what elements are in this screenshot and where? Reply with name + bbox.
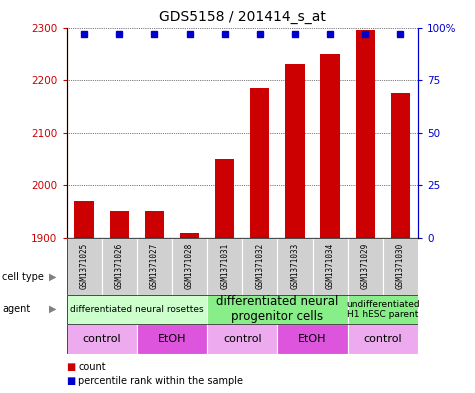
Bar (242, 238, 277, 295)
Bar (207, 238, 242, 295)
Text: percentile rank within the sample: percentile rank within the sample (78, 376, 243, 386)
Text: undifferentiated
H1 hESC parent: undifferentiated H1 hESC parent (346, 300, 420, 319)
Bar (348, 324, 418, 354)
Bar (75, 201, 94, 238)
Bar (250, 88, 269, 238)
Bar (321, 54, 340, 238)
Bar (348, 238, 383, 295)
Text: GSM1371028: GSM1371028 (185, 243, 194, 289)
Text: control: control (223, 334, 262, 344)
Text: GSM1371029: GSM1371029 (361, 243, 370, 289)
Bar (285, 64, 304, 238)
Bar (145, 211, 164, 238)
Text: ▶: ▶ (48, 303, 56, 314)
Text: count: count (78, 362, 106, 373)
Bar (66, 295, 207, 324)
Text: GSM1371025: GSM1371025 (80, 243, 88, 289)
Bar (172, 238, 207, 295)
Bar (215, 159, 234, 238)
Text: EtOH: EtOH (298, 334, 327, 344)
Text: GSM1371030: GSM1371030 (396, 243, 405, 289)
Text: ▶: ▶ (48, 272, 56, 282)
Bar (110, 211, 129, 238)
Text: GSM1371026: GSM1371026 (115, 243, 124, 289)
Text: GSM1371033: GSM1371033 (291, 243, 299, 289)
Text: ■: ■ (66, 362, 76, 373)
Text: control: control (82, 334, 121, 344)
Bar (277, 324, 348, 354)
Text: GSM1371032: GSM1371032 (256, 243, 264, 289)
Text: GSM1371027: GSM1371027 (150, 243, 159, 289)
Bar (313, 238, 348, 295)
Bar (180, 233, 199, 238)
Bar (102, 238, 137, 295)
Bar (137, 238, 172, 295)
Bar (277, 238, 313, 295)
Bar (207, 295, 348, 324)
Bar (207, 324, 277, 354)
Text: ■: ■ (66, 376, 76, 386)
Bar (383, 238, 418, 295)
Bar (391, 93, 410, 238)
Bar (66, 238, 102, 295)
Text: EtOH: EtOH (158, 334, 186, 344)
Title: GDS5158 / 201414_s_at: GDS5158 / 201414_s_at (159, 10, 326, 24)
Text: differentiated neural rosettes: differentiated neural rosettes (70, 305, 204, 314)
Text: control: control (363, 334, 402, 344)
Bar (356, 30, 375, 238)
Bar (348, 295, 418, 324)
Text: agent: agent (2, 303, 30, 314)
Text: GSM1371034: GSM1371034 (326, 243, 334, 289)
Text: cell type: cell type (2, 272, 44, 282)
Text: differentiated neural
progenitor cells: differentiated neural progenitor cells (216, 296, 339, 323)
Bar (137, 324, 207, 354)
Text: GSM1371031: GSM1371031 (220, 243, 229, 289)
Bar (66, 324, 137, 354)
